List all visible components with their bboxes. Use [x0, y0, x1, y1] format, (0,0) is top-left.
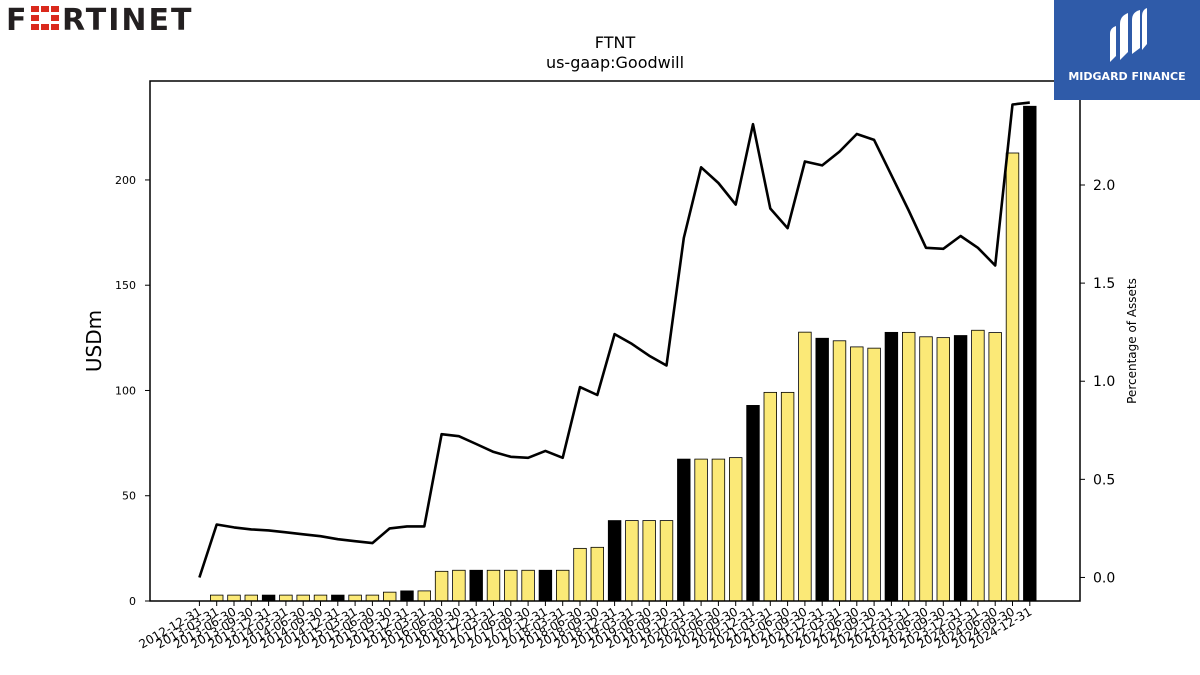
right-axis: 0.0 0.5 1.0 1.5 2.0: [1080, 178, 1115, 586]
goodwill-bar: [711, 458, 726, 602]
goodwill-bar: [642, 520, 656, 602]
goodwill-bar: [261, 594, 276, 602]
goodwill-bar: [902, 331, 916, 602]
goodwill-bar: [279, 594, 293, 602]
goodwill-bar: [452, 569, 466, 602]
right-axis-tick-label: 2.0: [1093, 178, 1115, 194]
goodwill-bar: [486, 569, 501, 602]
right-axis-tick-label: 0.0: [1093, 570, 1115, 586]
goodwill-bar: [469, 569, 483, 602]
right-axis-tick-label: 0.5: [1093, 472, 1115, 488]
goodwill-bar: [832, 340, 847, 602]
left-axis-tick-label: 150: [115, 279, 136, 292]
left-axis-tick-label: 200: [115, 174, 136, 187]
chart-title: FTNT: [595, 33, 636, 52]
goodwill-bar: [331, 594, 345, 602]
goodwill-bar: [936, 337, 951, 602]
goodwill-bar: [694, 458, 708, 602]
fortinet-grid-mark: [31, 6, 59, 30]
goodwill-bar: [227, 594, 241, 602]
goodwill-bar: [746, 405, 760, 602]
goodwill-bar: [521, 569, 535, 602]
goodwill-bar: [538, 569, 553, 602]
goodwill-bar: [382, 591, 397, 602]
fortinet-logo: F RTINET: [4, 2, 236, 40]
midgard-mark-icon: [1110, 8, 1147, 62]
chart-subtitle: us-gaap:Goodwill: [546, 53, 684, 72]
goodwill-bar: [590, 546, 605, 602]
right-axis-tick-label: 1.5: [1093, 276, 1115, 292]
pct-assets-series: [198, 101, 1030, 578]
goodwill-bar: [1023, 105, 1037, 602]
goodwill-bar: [434, 570, 449, 602]
goodwill-bar: [625, 520, 639, 602]
goodwill-bar: [400, 590, 414, 602]
goodwill-bar: [988, 332, 1002, 602]
left-axis: 0 50 100 150 200: [115, 174, 150, 608]
goodwill-bar: [365, 594, 380, 602]
goodwill-bar: [659, 520, 674, 602]
goodwill-bar: [348, 594, 362, 602]
goodwill-bar: [815, 337, 829, 602]
goodwill-bar: [1005, 152, 1020, 602]
goodwill-bar: [919, 336, 933, 602]
y2-axis-label: Percentage of Assets: [1125, 278, 1139, 404]
goodwill-bar: [573, 547, 587, 602]
goodwill-bar: [953, 335, 968, 602]
left-axis-tick-label: 100: [115, 384, 136, 397]
goodwill-bar: [244, 594, 259, 602]
y-axis-label: USDm: [82, 310, 106, 372]
goodwill-bar: [607, 520, 622, 602]
goodwill-bar: [971, 329, 985, 602]
left-axis-tick-label: 0: [129, 595, 136, 608]
goodwill-bar: [850, 346, 864, 602]
goodwill-bar: [556, 569, 570, 602]
fortinet-logo-rest: RTINET: [62, 3, 193, 36]
pct-assets-line: [198, 101, 1030, 578]
goodwill-bar: [884, 331, 899, 602]
left-axis-tick-label: 50: [122, 490, 136, 503]
goodwill-bar: [780, 391, 795, 602]
goodwill-bar: [867, 347, 881, 602]
fortinet-logo-wordmark: F: [6, 3, 29, 36]
goodwill-bar: [729, 457, 743, 602]
midgard-finance-wordmark: MIDGARD FINANCE: [1068, 70, 1186, 83]
goodwill-bar: [296, 594, 310, 602]
bar-series: [209, 105, 1037, 602]
right-axis-tick-label: 1.0: [1093, 374, 1115, 390]
midgard-finance-logo: MIDGARD FINANCE: [1054, 0, 1200, 100]
goodwill-bar: [209, 594, 224, 602]
goodwill-bar: [763, 391, 778, 602]
goodwill-bar: [798, 331, 812, 602]
goodwill-bar: [677, 458, 691, 602]
goodwill-bar: [313, 594, 328, 602]
goodwill-bar: [504, 569, 518, 602]
x-axis: 2012-12-312013-03-312013-06-302013-09-30…: [136, 601, 1034, 651]
goodwill-bar: [417, 590, 432, 602]
